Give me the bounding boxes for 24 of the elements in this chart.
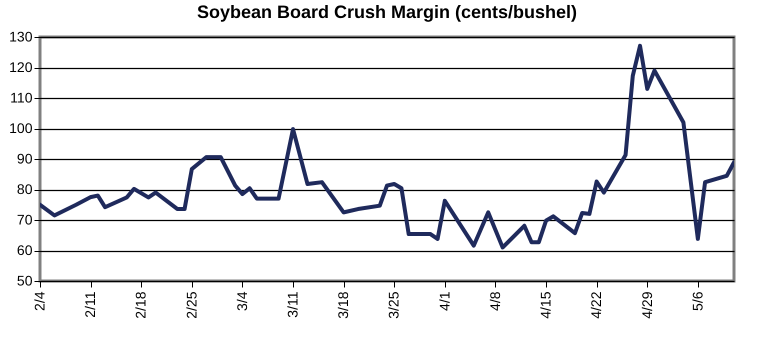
x-tick-label: 3/4 — [234, 291, 250, 311]
x-tick-label: 2/11 — [82, 291, 98, 318]
y-tick-label: 70 — [16, 212, 33, 228]
y-tick-label: 90 — [16, 150, 33, 166]
y-tick-label: 50 — [16, 272, 33, 288]
x-tick-label: 4/29 — [638, 291, 655, 319]
x-tick-label: 3/18 — [335, 291, 352, 319]
y-tick-label: 120 — [9, 59, 33, 75]
y-tick-label: 110 — [10, 90, 33, 106]
x-tick-label: 2/18 — [132, 291, 149, 319]
x-tick-label: 2/25 — [183, 291, 200, 319]
x-tick-label: 4/8 — [486, 291, 503, 311]
x-tick-label: 4/1 — [436, 291, 452, 311]
x-tick-label: 4/22 — [588, 291, 604, 319]
y-tick-label: 130 — [9, 28, 33, 44]
y-tick-label: 100 — [9, 120, 33, 136]
x-tick-label: 4/15 — [538, 291, 554, 319]
y-tick-label: 80 — [16, 181, 33, 197]
x-tick-label: 3/11 — [284, 291, 301, 318]
x-tick-label: 2/4 — [32, 291, 48, 311]
chart-title: Soybean Board Crush Margin (cents/bushel) — [196, 2, 578, 22]
y-tick-label: 60 — [16, 242, 33, 258]
x-tick-label: 5/6 — [689, 291, 706, 311]
x-tick-label: 3/25 — [386, 291, 402, 319]
